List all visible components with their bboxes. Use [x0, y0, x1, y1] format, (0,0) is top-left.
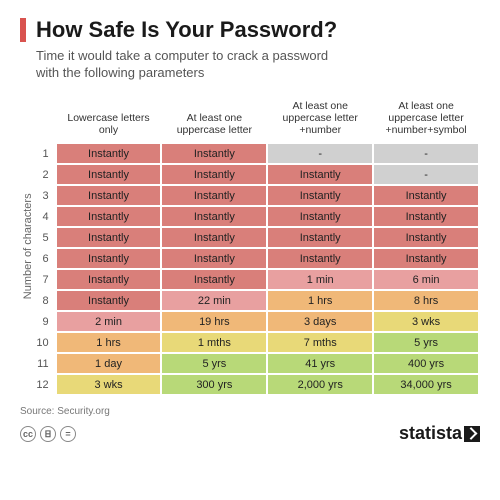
table-row: 7InstantlyInstantly1 min6 min [34, 269, 479, 290]
table-cell: 2,000 yrs [267, 374, 373, 395]
table-cell: 1 min [267, 269, 373, 290]
table-cell: 2 min [56, 311, 162, 332]
brand-text: statista [399, 423, 462, 444]
table-cell: Instantly [56, 185, 162, 206]
row-label: 5 [34, 227, 56, 248]
title-row: How Safe Is Your Password? [20, 18, 480, 42]
table-row: 6InstantlyInstantlyInstantlyInstantly [34, 248, 479, 269]
table-cell: Instantly [267, 206, 373, 227]
table-cell: Instantly [373, 227, 479, 248]
table-cell: Instantly [56, 290, 162, 311]
table-cell: 5 yrs [161, 353, 267, 374]
table-cell: Instantly [267, 227, 373, 248]
table-cell: Instantly [267, 164, 373, 185]
table-cell: 8 hrs [373, 290, 479, 311]
table-cell: - [373, 164, 479, 185]
cc-license-icons: cc 𐊧 = [20, 426, 76, 442]
table-row: 92 min19 hrs3 days3 wks [34, 311, 479, 332]
table-row: 3InstantlyInstantlyInstantlyInstantly [34, 185, 479, 206]
table-row: 1InstantlyInstantly-- [34, 143, 479, 164]
password-table-wrap: Number of characters Lowercase letters o… [20, 96, 480, 396]
table-row: 5InstantlyInstantlyInstantlyInstantly [34, 227, 479, 248]
table-row: 111 day5 yrs41 yrs400 yrs [34, 353, 479, 374]
table-cell: 3 wks [56, 374, 162, 395]
table-cell: Instantly [373, 248, 479, 269]
table-cell: Instantly [267, 185, 373, 206]
table-row: 2InstantlyInstantlyInstantly- [34, 164, 479, 185]
row-label: 12 [34, 374, 56, 395]
table-cell: 300 yrs [161, 374, 267, 395]
y-axis-label: Number of characters [20, 96, 34, 396]
table-cell: - [267, 143, 373, 164]
col-header: At least one uppercase letter +number [267, 96, 373, 143]
table-cell: 34,000 yrs [373, 374, 479, 395]
row-label: 11 [34, 353, 56, 374]
col-header: At least one uppercase letter +number+sy… [373, 96, 479, 143]
table-cell: 41 yrs [267, 353, 373, 374]
table-cell: 3 wks [373, 311, 479, 332]
table-cell: 400 yrs [373, 353, 479, 374]
col-header-nchar [34, 96, 56, 143]
table-cell: Instantly [56, 164, 162, 185]
table-cell: Instantly [161, 269, 267, 290]
row-label: 4 [34, 206, 56, 227]
table-cell: Instantly [56, 143, 162, 164]
table-cell: 19 hrs [161, 311, 267, 332]
brand-mark-icon [464, 426, 480, 442]
table-cell: 1 day [56, 353, 162, 374]
table-cell: 22 min [161, 290, 267, 311]
brand: statista [399, 423, 480, 444]
table-cell: Instantly [373, 206, 479, 227]
table-cell: Instantly [161, 248, 267, 269]
col-header: Lowercase letters only [56, 96, 162, 143]
row-label: 9 [34, 311, 56, 332]
footer: cc 𐊧 = statista [20, 423, 480, 444]
row-label: 10 [34, 332, 56, 353]
table-cell: 7 mths [267, 332, 373, 353]
cc-nd-icon: = [60, 426, 76, 442]
table-row: 123 wks300 yrs2,000 yrs34,000 yrs [34, 374, 479, 395]
row-label: 1 [34, 143, 56, 164]
table-cell: Instantly [267, 248, 373, 269]
source-label: Source: Security.org [20, 406, 480, 417]
table-cell: Instantly [56, 248, 162, 269]
table-row: 8Instantly22 min1 hrs8 hrs [34, 290, 479, 311]
table-cell: - [373, 143, 479, 164]
password-crack-table: Lowercase letters onlyAt least one upper… [34, 96, 480, 396]
table-cell: 1 mths [161, 332, 267, 353]
table-cell: 5 yrs [373, 332, 479, 353]
table-cell: Instantly [161, 227, 267, 248]
table-cell: Instantly [161, 164, 267, 185]
page-title: How Safe Is Your Password? [36, 18, 337, 42]
row-label: 2 [34, 164, 56, 185]
table-cell: Instantly [56, 206, 162, 227]
table-cell: Instantly [161, 206, 267, 227]
table-cell: Instantly [161, 185, 267, 206]
cc-icon: cc [20, 426, 36, 442]
row-label: 8 [34, 290, 56, 311]
table-row: 101 hrs1 mths7 mths5 yrs [34, 332, 479, 353]
subtitle: Time it would take a computer to crack a… [36, 48, 336, 82]
cc-by-icon: 𐊧 [40, 426, 56, 442]
table-cell: Instantly [56, 227, 162, 248]
row-label: 7 [34, 269, 56, 290]
col-header: At least one uppercase letter [161, 96, 267, 143]
row-label: 6 [34, 248, 56, 269]
table-cell: Instantly [161, 143, 267, 164]
accent-bar [20, 18, 26, 42]
table-cell: 6 min [373, 269, 479, 290]
table-cell: Instantly [373, 185, 479, 206]
table-cell: 1 hrs [267, 290, 373, 311]
table-cell: 3 days [267, 311, 373, 332]
table-row: 4InstantlyInstantlyInstantlyInstantly [34, 206, 479, 227]
table-cell: Instantly [56, 269, 162, 290]
row-label: 3 [34, 185, 56, 206]
table-cell: 1 hrs [56, 332, 162, 353]
